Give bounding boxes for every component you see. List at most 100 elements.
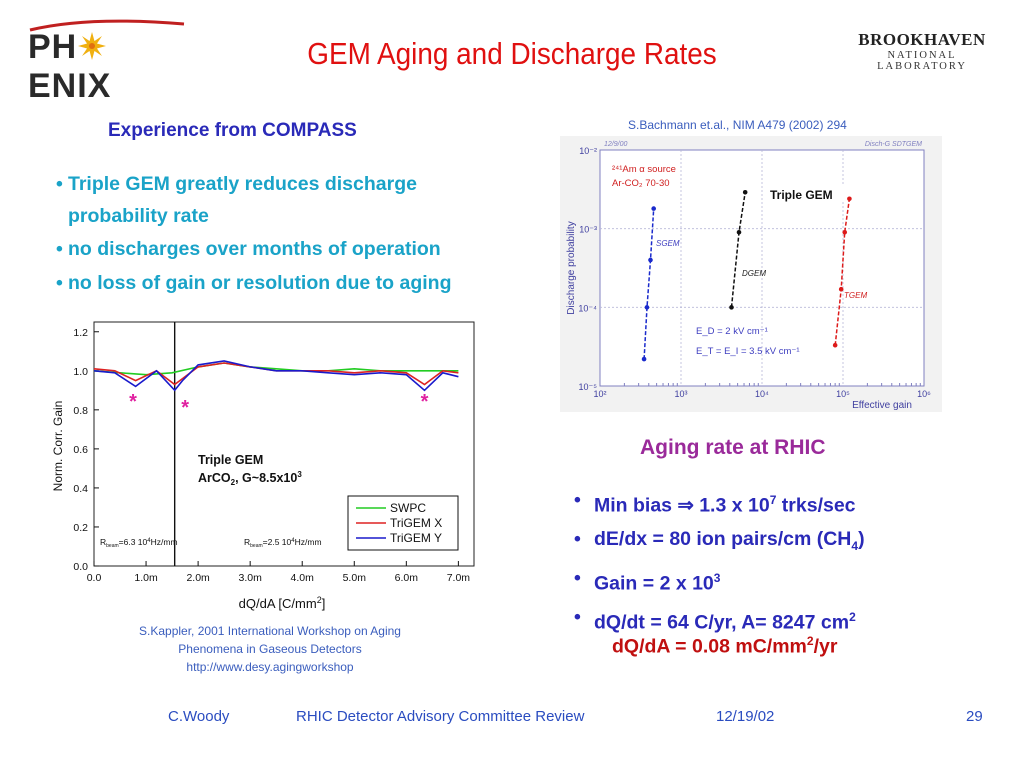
discharge-point-dgem (742, 189, 748, 195)
discharge-xtick-label: 10³ (674, 389, 687, 399)
gain-annotation-line1: Triple GEM (198, 453, 263, 467)
discharge-field-note-2: E_T = E_I = 3.5 kV cm⁻¹ (696, 346, 800, 357)
discharge-marks (641, 189, 852, 362)
rate-note-right: Rbeam=2.5 104Hz/mm (244, 537, 322, 549)
legend-label-swpc: SWPC (390, 501, 426, 515)
reference-kappler: S.Kappler, 2001 International Workshop o… (100, 622, 440, 676)
discharge-line-sgem (643, 208, 655, 360)
discharge-field-note-1: E_D = 2 kV cm⁻¹ (696, 326, 768, 337)
discharge-source-note-1: ²⁴¹Am α source (612, 164, 676, 175)
series-label-dgem: DGEM (742, 269, 766, 278)
discharge-xtick-label: 10⁶ (917, 389, 931, 399)
compass-heading: Experience from COMPASS (108, 120, 357, 141)
phoenix-sun-icon (78, 32, 107, 60)
rhic-dqda-result: dQ/dA = 0.08 mC/mm2/yr (612, 634, 838, 658)
discharge-xtick-label: 10⁴ (755, 389, 769, 399)
gain-ytick-label: 1.2 (73, 327, 88, 339)
gain-xtick-label: 0.0 (87, 572, 102, 584)
discharge-point-tgem (847, 196, 852, 202)
bnl-logo: BROOKHAVEN NATIONAL LABORATORY (842, 30, 1002, 72)
footer-author: C.Woody (168, 708, 230, 725)
gain-ytick-label: 0.2 (73, 522, 88, 534)
discharge-ticks: 10² 10³ 10⁴ 10⁵ 10⁶ 10⁻⁵ 10⁻⁴ 10⁻³ 10⁻² (578, 146, 931, 399)
reference-kappler-line1: S.Kappler, 2001 International Workshop o… (139, 624, 401, 638)
discharge-line-tgem (834, 198, 851, 346)
discharge-point-tgem (832, 342, 838, 348)
discharge-star-marker: * (129, 391, 137, 413)
gain-xtick-label: 7.0m (447, 572, 471, 584)
discharge-ytick-label: 10⁻³ (579, 225, 597, 235)
gain-xtick-label: 1.0m (134, 572, 158, 584)
reference-kappler-url[interactable]: http://www.desy.agingworkshop (186, 660, 354, 674)
series-line-trigem-y (93, 360, 459, 392)
legend-label-trigem-y: TriGEM Y (390, 531, 442, 545)
compass-bullet-1: Triple GEM greatly reduces discharge pro… (56, 168, 488, 232)
gain-xtick-label: 3.0m (238, 572, 262, 584)
compass-bullet-3: no loss of gain or resolution due to agi… (56, 266, 536, 300)
discharge-point-sgem (644, 305, 650, 310)
discharge-grid (600, 150, 924, 386)
gain-xlabel: dQ/dA [C/mm2] (239, 595, 326, 611)
discharge-ytick-label: 10⁻⁵ (579, 382, 598, 392)
gain-ytick-label: 0.6 (73, 444, 88, 456)
gain-xtick-label: 6.0m (395, 572, 419, 584)
gain-xtick-label: 4.0m (291, 572, 315, 584)
gain-ticks: 0.0 1.0m 2.0m 3.0m 4.0m 5.0m 6.0m 7.0m 0.0 0.2 0.4… (73, 327, 470, 584)
discharge-point-dgem (729, 305, 734, 310)
bnl-logo-line1: BROOKHAVEN (858, 30, 986, 49)
series-label-tgem: TGEM (844, 291, 867, 300)
discharge-source-note-2: Ar-CO₂ 70-30 (612, 178, 670, 189)
triple-gem-highlight-label: Triple GEM (770, 188, 833, 202)
gain-ytick-label: 0.4 (73, 483, 88, 495)
discharge-corner-right: Disch-G SDTGEM (865, 141, 922, 148)
gain-annotation-line2: ArCO2, G~8.5x103 (198, 470, 302, 487)
page-title: GEM Aging and Discharge Rates (307, 36, 717, 71)
footer-date: 12/19/02 (716, 708, 775, 725)
gain-ytick-label: 0.8 (73, 405, 88, 417)
rhic-bullet-min-bias: Min bias ⇒ 1.3 x 107 trks/sec (572, 484, 865, 523)
discharge-point-sgem (651, 206, 656, 211)
footer: C.Woody RHIC Detector Advisory Committee… (0, 708, 1024, 732)
gain-ytick-label: 0.0 (73, 561, 88, 573)
footer-event: RHIC Detector Advisory Committee Review (296, 708, 585, 725)
discharge-point-tgem (838, 286, 844, 292)
gain-xtick-label: 2.0m (186, 572, 210, 584)
gain-ylabel: Norm. Corr. Gain (51, 401, 65, 492)
rate-note-left: Rbeam=6.3 104Hz/mm (100, 537, 178, 549)
discharge-xlabel: Effective gain (852, 400, 912, 411)
discharge-ytick-label: 10⁻⁴ (578, 303, 597, 313)
discharge-xtick-label: 10⁵ (836, 389, 850, 399)
discharge-ylabel: Discharge probability (566, 221, 577, 314)
discharge-point-sgem (648, 257, 653, 263)
bnl-logo-line2: NATIONAL LABORATORY (877, 50, 967, 72)
reference-kappler-line2: Phenomena in Gaseous Detectors (178, 642, 362, 656)
series-label-sgem: SGEM (656, 239, 680, 248)
phenix-logo-text: PHENIX (28, 28, 112, 105)
footer-page-number: 29 (966, 708, 983, 725)
compass-bullet-list: Triple GEM greatly reduces discharge pro… (56, 168, 536, 300)
legend-label-trigem-x: TriGEM X (390, 516, 442, 530)
compass-bullet-2: no discharges over months of operation (56, 232, 536, 266)
discharge-probability-chart: 10² 10³ 10⁴ 10⁵ 10⁶ 10⁻⁵ 10⁻⁴ 10⁻³ 10⁻² Discharg… (560, 136, 942, 412)
rhic-bullet-list: Min bias ⇒ 1.3 x 107 trks/sec dE/dx = 80… (572, 484, 865, 639)
series-line-swpc (93, 362, 459, 376)
gain-ytick-label: 1.0 (73, 366, 88, 378)
phenix-swoosh-icon (29, 19, 185, 32)
implies-arrow-icon: ⇒ (677, 494, 694, 517)
phenix-logo: PHENIX (28, 19, 188, 105)
gain-xtick-label: 5.0m (343, 572, 367, 584)
gain-legend: SWPC TriGEM X TriGEM Y (347, 495, 459, 551)
rhic-bullet-dedx: dE/dx = 80 ion pairs/cm (CH4) (572, 523, 865, 563)
rhic-bullet-dqdt: dQ/dt = 64 C/yr, A= 8247 cm2 (572, 601, 865, 640)
rhic-bullet-gain: Gain = 2 x 103 (572, 562, 865, 601)
discharge-star-marker: * (421, 391, 429, 413)
reference-bachmann: S.Bachmann et.al., NIM A479 (2002) 294 (628, 118, 847, 132)
discharge-xtick-label: 10² (593, 389, 606, 399)
discharge-point-dgem (736, 229, 742, 235)
discharge-point-tgem (842, 229, 848, 235)
discharge-point-sgem (641, 356, 647, 362)
gain-vs-charge-chart: 0.0 1.0m 2.0m 3.0m 4.0m 5.0m 6.0m 7.0m 0.0 0.2 0.4… (51, 321, 475, 611)
discharge-corner-left: 12/9/00 (604, 141, 627, 148)
rhic-heading: Aging rate at RHIC (640, 436, 826, 459)
gain-discharge-stars: * * * (129, 391, 429, 419)
